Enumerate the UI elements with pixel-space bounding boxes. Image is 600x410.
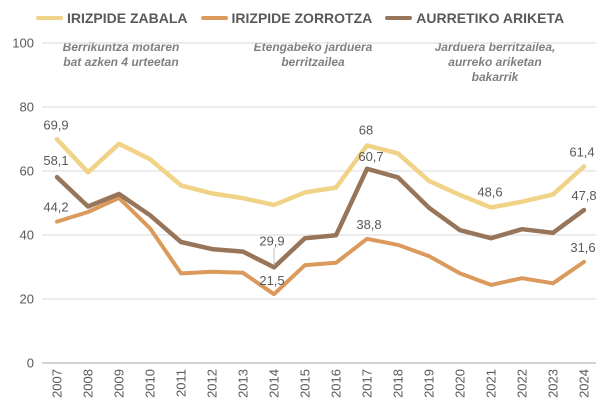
data-label: 61,4 <box>569 145 594 160</box>
x-tick-label: 2024 <box>577 369 592 398</box>
x-tick-label: 2017 <box>360 369 375 398</box>
legend-item-1[interactable]: IRIZPIDE ZORROTZA <box>200 10 373 26</box>
series-irizpide-zabala <box>54 137 587 210</box>
data-label: 31,6 <box>570 240 595 255</box>
x-tick-label: 2022 <box>515 369 530 398</box>
data-label: 69,9 <box>43 117 68 132</box>
x-tick-label: 2018 <box>391 369 406 398</box>
legend-line-swatch-icon <box>35 16 63 20</box>
y-tick-label: 40 <box>20 228 34 243</box>
x-tick-label: 2021 <box>484 369 499 398</box>
y-tick-label: 60 <box>20 164 34 179</box>
y-tick-label: 100 <box>12 36 34 51</box>
legend-line-swatch-icon <box>200 16 228 20</box>
y-tick-label: 0 <box>27 356 34 371</box>
data-label: 44,2 <box>43 200 68 215</box>
data-label: 29,9 <box>259 233 284 248</box>
y-tick-label: 80 <box>20 100 34 115</box>
data-label: 47,8 <box>571 188 596 203</box>
series-irizpide-zorrotza <box>55 195 586 297</box>
chart-legend: IRIZPIDE ZABALA IRIZPIDE ZORROTZA AURRETIK… <box>0 8 600 28</box>
x-tick-label: 2007 <box>50 369 65 398</box>
data-label: 58,1 <box>43 153 68 168</box>
data-labels: 69,9 58,1 44,2 29,9 21,5 68 60,7 38,8 48,6 61,4 47… <box>43 117 596 288</box>
legend-label: AURRETIKO ARIKETA <box>416 10 565 26</box>
x-axis-year-labels: 2007 2008 2009 2010 2011 2012 2013 2014 2015 2016… <box>50 369 592 398</box>
data-label: 38,8 <box>356 217 381 232</box>
annotation-line: bat azken 4 urteetan <box>63 55 179 69</box>
data-label: 21,5 <box>259 273 284 288</box>
series-line <box>54 166 587 270</box>
x-tick-label: 2008 <box>81 369 96 398</box>
legend-label: IRIZPIDE ZORROTZA <box>231 10 373 26</box>
data-label: 60,7 <box>358 149 383 164</box>
x-tick-label: 2016 <box>329 369 344 398</box>
x-tick-label: 2012 <box>205 369 220 398</box>
y-axis-tick-labels: 0 20 40 60 80 100 <box>12 36 34 371</box>
series-line <box>55 195 586 297</box>
data-label: 68 <box>359 122 373 137</box>
y-tick-label: 20 <box>20 292 34 307</box>
annotation-line: bakarrik <box>471 70 519 84</box>
series-line <box>54 137 587 210</box>
x-tick-label: 2020 <box>453 369 468 398</box>
x-tick-label: 2014 <box>267 369 282 398</box>
x-tick-label: 2023 <box>546 369 561 398</box>
legend-item-0[interactable]: IRIZPIDE ZABALA <box>35 10 188 26</box>
series-aurretiko-ariketa <box>54 166 587 270</box>
legend-line-swatch-icon <box>385 16 413 20</box>
x-tick-label: 2010 <box>143 369 158 398</box>
x-tick-label: 2015 <box>298 369 313 398</box>
x-tick-label: 2009 <box>112 369 127 398</box>
x-tick-label: 2019 <box>422 369 437 398</box>
legend-label: IRIZPIDE ZABALA <box>66 10 188 26</box>
x-tick-label: 2013 <box>236 369 251 398</box>
annotation-line: berritzailea <box>281 55 345 69</box>
data-label: 48,6 <box>477 184 502 199</box>
annotation-line: aurreko ariketan <box>448 55 542 69</box>
legend-item-2[interactable]: AURRETIKO ARIKETA <box>385 10 564 26</box>
x-tick-label: 2011 <box>174 369 189 397</box>
